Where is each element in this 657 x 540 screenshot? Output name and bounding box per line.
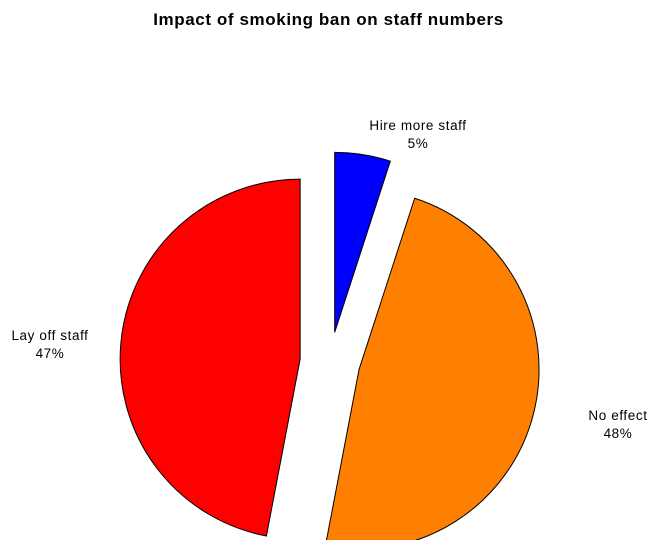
- pie-slices: [119, 151, 540, 540]
- slice-label-name: No effect: [588, 408, 647, 423]
- pie-slice-lay-off-staff: [119, 178, 301, 537]
- pie-slice-hire-more-staff: [334, 151, 391, 333]
- slice-label-name: Lay off staff: [11, 328, 88, 343]
- slice-label-name: Hire more staff: [369, 118, 466, 133]
- slice-labels: Hire more staff 5% No effect 48% Lay off sta…: [11, 118, 647, 441]
- chart-title: Impact of smoking ban on staff numbers: [153, 10, 504, 29]
- pie-slice-no-effect: [326, 197, 540, 540]
- slice-label-value: 5%: [408, 136, 429, 151]
- slice-label-value: 48%: [604, 426, 633, 441]
- slice-label-value: 47%: [36, 346, 65, 361]
